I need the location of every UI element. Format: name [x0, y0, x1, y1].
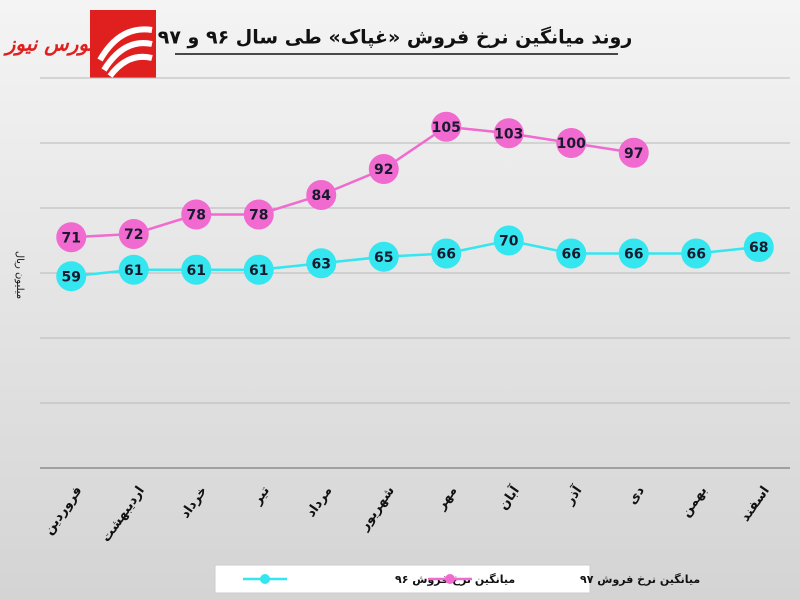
point	[618, 238, 649, 269]
data-label: 61	[187, 263, 206, 279]
point	[118, 219, 149, 249]
point	[368, 154, 399, 184]
point	[181, 199, 212, 230]
point	[681, 238, 712, 269]
point	[181, 254, 212, 285]
point	[306, 180, 337, 210]
series-line	[71, 125, 634, 239]
legend-marker	[445, 574, 455, 584]
point	[743, 232, 774, 262]
data-label: 103	[494, 126, 523, 142]
data-label: 65	[374, 250, 393, 266]
data-label: 97	[624, 146, 643, 162]
data-label: 92	[374, 162, 393, 178]
logo-swirl	[97, 26, 153, 78]
data-label: 71	[62, 230, 81, 246]
data-label: 66	[437, 247, 456, 263]
data-label: 66	[562, 247, 581, 263]
data-label: 78	[249, 208, 268, 224]
point	[556, 238, 587, 269]
legend	[214, 564, 591, 594]
y-axis-label: میلیون ریال	[14, 251, 25, 299]
point	[556, 128, 587, 158]
point	[368, 241, 399, 272]
data-label: 72	[124, 227, 143, 243]
data-label: 100	[557, 136, 586, 152]
data-label: 59	[62, 269, 81, 285]
point	[493, 118, 524, 149]
data-label: 66	[687, 247, 706, 263]
point	[118, 254, 149, 285]
data-label: 84	[312, 188, 332, 204]
data-label: 105	[432, 120, 461, 136]
point	[493, 225, 524, 256]
point	[431, 238, 462, 269]
point	[243, 254, 274, 285]
point	[431, 111, 462, 142]
point	[243, 199, 274, 230]
logo-text: بورس نیوز	[3, 32, 95, 57]
point	[56, 261, 87, 292]
data-label: 63	[312, 256, 331, 272]
legend-marker	[260, 574, 270, 584]
point	[56, 222, 87, 253]
chart-title: روند میانگین نرخ فروش «غپاک» طی سال ۹۶ و…	[158, 26, 633, 49]
legend-label: میانگین نرخ فروش ۹۷	[580, 573, 700, 586]
data-label: 61	[249, 263, 268, 279]
data-label: 61	[124, 263, 143, 279]
point	[306, 248, 337, 279]
data-label: 78	[187, 208, 206, 224]
data-label: 70	[499, 234, 519, 250]
data-label: 68	[749, 240, 768, 256]
data-label: 66	[624, 247, 643, 263]
point	[618, 137, 649, 168]
